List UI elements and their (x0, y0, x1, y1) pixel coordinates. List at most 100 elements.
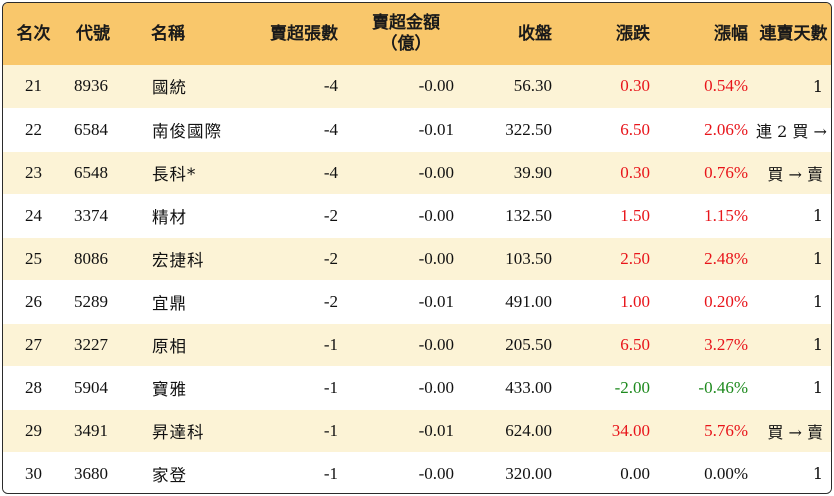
table-row: 22 6584 南俊國際 -4 -0.01 322.50 6.50 2.06% 連 2 買 → … (3, 107, 831, 151)
cell-stock-name: 宜鼎 (147, 279, 243, 323)
cell-streak: 1 (756, 451, 831, 493)
cell-rank: 29 (3, 408, 64, 452)
cell-net-sell-lots: -4 (243, 150, 346, 194)
cell-code: 8086 (64, 236, 147, 280)
cell-stock-name: 精材 (147, 193, 243, 237)
cell-net-sell-lots: -1 (243, 365, 346, 409)
header-change-pct: 漲幅 (714, 23, 748, 44)
cell-change: 0.30 (620, 76, 650, 96)
cell-close: 39.90 (462, 150, 560, 194)
cell-change-pct: 3.27% (658, 322, 756, 366)
cell-code: 3491 (64, 408, 147, 452)
cell-stock-name: 寶雅 (147, 365, 243, 409)
table-row: 21 8936 國統 -4 -0.00 56.30 0.30 0.54% 1 (3, 65, 831, 108)
header-net-sell-lots: 賣超張數 (270, 23, 338, 44)
cell-net-sell-amount: -0.00 (418, 76, 454, 96)
cell-net-sell-lots: -4 (243, 107, 346, 151)
table-row: 29 3491 昇達科 -1 -0.01 624.00 34.00 5.76% 買 → 賣 (3, 408, 831, 452)
table-row: 25 8086 宏捷科 -2 -0.00 103.50 2.50 2.48% 1 (3, 236, 831, 280)
cell-change: 1.00 (560, 279, 658, 323)
cell-net-sell-amount: -0.01 (346, 408, 462, 452)
cell-stock-name: 昇達科 (147, 408, 243, 452)
table-row: 24 3374 精材 -2 -0.00 132.50 1.50 1.15% 1 (3, 193, 831, 237)
header-net-sell-amount-line2: （億） (380, 34, 432, 54)
cell-change-pct: 0.54% (704, 76, 748, 96)
cell-change-pct: -0.46% (658, 365, 756, 409)
cell-net-sell-lots: -1 (243, 322, 346, 366)
cell-code: 3680 (64, 451, 147, 493)
cell-change: 6.50 (560, 107, 658, 151)
cell-streak: 1 (756, 236, 831, 280)
cell-net-sell-amount: -0.01 (346, 279, 462, 323)
cell-change-pct: 2.48% (658, 236, 756, 280)
cell-streak: 1 (756, 365, 831, 409)
cell-streak: 1 (756, 279, 831, 323)
cell-net-sell-amount: -0.00 (346, 193, 462, 237)
cell-close: 320.00 (462, 451, 560, 493)
cell-net-sell-lots: -4 (323, 76, 338, 96)
cell-close: 322.50 (462, 107, 560, 151)
header-name: 名稱 (151, 23, 185, 44)
cell-net-sell-amount: -0.01 (346, 107, 462, 151)
cell-close: 132.50 (462, 193, 560, 237)
cell-stock-name: 南俊國際 (147, 107, 243, 151)
cell-close: 205.50 (462, 322, 560, 366)
cell-net-sell-amount: -0.00 (346, 365, 462, 409)
cell-streak: 連 2 買 → 賣 (756, 107, 831, 151)
cell-change-pct: 0.20% (658, 279, 756, 323)
cell-net-sell-amount: -0.00 (346, 451, 462, 493)
cell-rank: 21 (25, 76, 42, 96)
cell-change-pct: 0.76% (658, 150, 756, 194)
cell-net-sell-lots: -2 (243, 236, 346, 280)
cell-change: 34.00 (560, 408, 658, 452)
table-body: 21 8936 國統 -4 -0.00 56.30 0.30 0.54% 1 22 6584 南俊國際… (3, 65, 831, 493)
cell-net-sell-amount: -0.00 (346, 150, 462, 194)
header-change: 漲跌 (616, 23, 650, 44)
cell-net-sell-lots: -2 (243, 193, 346, 237)
cell-net-sell-lots: -1 (243, 408, 346, 452)
net-sell-ranking-table: 名次 代號 名稱 賣超張數 賣超金額 （億） 收盤 漲跌 漲幅 連賣天數 21 8… (3, 3, 831, 493)
cell-net-sell-lots: -1 (243, 451, 346, 493)
header-streak: 連賣天數 (759, 23, 828, 44)
cell-rank: 22 (3, 107, 64, 151)
cell-rank: 30 (3, 451, 64, 493)
cell-change: 2.50 (560, 236, 658, 280)
cell-net-sell-lots: -2 (243, 279, 346, 323)
cell-net-sell-amount: -0.00 (346, 236, 462, 280)
cell-streak: 1 (756, 322, 831, 366)
cell-close: 624.00 (462, 408, 560, 452)
cell-code: 8936 (74, 76, 108, 96)
cell-net-sell-amount: -0.00 (346, 322, 462, 366)
cell-code: 3374 (64, 193, 147, 237)
table-row: 30 3680 家登 -1 -0.00 320.00 0.00 0.00% 1 (3, 451, 831, 493)
cell-change: -2.00 (560, 365, 658, 409)
cell-change-pct: 5.76% (658, 408, 756, 452)
header-net-sell-amount-line1: 賣超金額 (372, 13, 440, 33)
cell-rank: 27 (3, 322, 64, 366)
cell-change-pct: 2.06% (658, 107, 756, 151)
cell-stock-name: 家登 (147, 451, 243, 493)
cell-change: 1.50 (560, 193, 658, 237)
cell-code: 5904 (64, 365, 147, 409)
cell-rank: 25 (3, 236, 64, 280)
cell-code: 3227 (64, 322, 147, 366)
cell-code: 5289 (64, 279, 147, 323)
cell-rank: 23 (3, 150, 64, 194)
cell-streak: 1 (756, 193, 831, 237)
cell-change-pct: 0.00% (658, 451, 756, 493)
cell-rank: 28 (3, 365, 64, 409)
table-row: 23 6548 長科* -4 -0.00 39.90 0.30 0.76% 買 → 賣 (3, 150, 831, 194)
cell-streak: 1 (812, 76, 823, 96)
cell-close: 56.30 (513, 76, 552, 96)
cell-change-pct: 1.15% (658, 193, 756, 237)
table-row: 28 5904 寶雅 -1 -0.00 433.00 -2.00 -0.46% 1 (3, 365, 831, 409)
cell-stock-name: 國統 (152, 78, 187, 98)
cell-streak: 買 → 賣 (756, 408, 831, 452)
cell-code: 6548 (64, 150, 147, 194)
header-code: 代號 (76, 23, 110, 44)
header-net-sell-amount: 賣超金額 （億） (346, 3, 462, 65)
cell-close: 433.00 (462, 365, 560, 409)
header-rank: 名次 (16, 23, 51, 44)
table-header: 名次 代號 名稱 賣超張數 賣超金額 （億） 收盤 漲跌 漲幅 連賣天數 (3, 3, 831, 65)
cell-change: 0.30 (560, 150, 658, 194)
